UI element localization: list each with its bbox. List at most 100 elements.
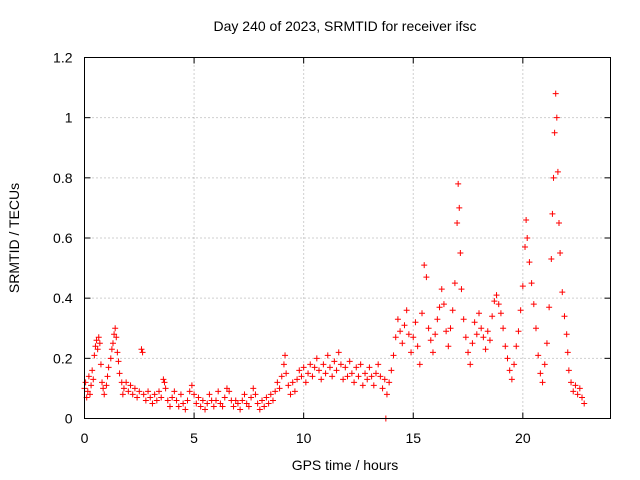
data-point	[324, 352, 331, 359]
data-point	[554, 168, 561, 175]
data-point	[162, 385, 169, 392]
data-point	[383, 391, 390, 398]
data-point	[84, 388, 91, 395]
y-axis-ticks: 0 0.2 0.4 0.6 0.8 1 1.2	[53, 50, 611, 427]
data-point	[230, 403, 237, 410]
data-point	[215, 388, 222, 395]
data-point	[307, 361, 314, 368]
data-point	[579, 394, 586, 401]
data-point	[530, 301, 537, 308]
data-point	[581, 400, 588, 407]
data-point	[217, 400, 224, 407]
data-point	[570, 388, 577, 395]
x-axis-label: GPS time / hours	[292, 457, 399, 473]
data-point	[320, 361, 327, 368]
data-point	[263, 394, 270, 401]
data-point	[92, 343, 99, 350]
data-point	[425, 325, 432, 332]
data-point	[497, 310, 504, 317]
data-point	[543, 340, 550, 347]
data-point	[274, 379, 281, 386]
data-point	[164, 397, 171, 404]
data-point	[515, 328, 522, 335]
data-point	[204, 400, 211, 407]
data-point	[377, 373, 384, 380]
data-point	[541, 361, 548, 368]
data-point	[408, 349, 415, 356]
data-point	[85, 373, 92, 380]
data-point	[316, 367, 323, 374]
data-point	[353, 364, 360, 371]
data-point	[469, 340, 476, 347]
data-point	[107, 355, 114, 362]
data-point	[161, 379, 168, 386]
data-point	[267, 391, 274, 398]
data-point	[423, 274, 430, 281]
data-point	[202, 406, 209, 413]
data-point	[405, 331, 412, 338]
grid-lines	[84, 57, 611, 419]
data-point	[90, 376, 97, 383]
data-point	[335, 349, 342, 356]
data-point	[568, 379, 575, 386]
data-point	[115, 358, 122, 365]
data-point	[539, 379, 546, 386]
data-point	[99, 379, 106, 386]
data-point	[370, 382, 377, 389]
data-point	[462, 334, 469, 341]
data-point	[239, 397, 246, 404]
data-point	[465, 349, 472, 356]
data-point	[362, 370, 369, 377]
data-point	[526, 259, 533, 266]
data-point	[564, 349, 571, 356]
data-point	[563, 331, 570, 338]
data-point	[243, 400, 250, 407]
data-point	[318, 376, 325, 383]
data-point	[184, 397, 191, 404]
data-point	[524, 235, 531, 241]
data-point	[403, 307, 410, 314]
data-point	[565, 367, 572, 374]
data-point	[156, 388, 163, 395]
data-point	[440, 301, 447, 308]
x-tick-label: 10	[296, 430, 312, 446]
data-point	[234, 400, 241, 407]
data-point	[298, 373, 305, 380]
data-point	[331, 358, 338, 365]
data-point	[199, 397, 206, 404]
data-point	[278, 373, 285, 380]
data-point	[269, 397, 276, 404]
data-point	[173, 397, 180, 404]
data-point	[517, 307, 524, 314]
y-tick-label: 0.8	[53, 170, 73, 186]
data-point	[116, 370, 123, 377]
data-point	[456, 204, 463, 211]
data-point	[368, 373, 375, 380]
data-point	[473, 331, 480, 338]
data-point	[394, 316, 401, 323]
data-point	[93, 337, 100, 344]
data-point	[357, 361, 364, 368]
data-point	[386, 379, 393, 386]
data-point	[551, 129, 558, 136]
data-point	[519, 283, 526, 290]
data-point	[89, 367, 96, 374]
data-point	[147, 394, 154, 401]
plot-frame	[84, 57, 611, 419]
data-point	[535, 352, 542, 359]
data-point	[250, 385, 257, 392]
data-point	[313, 355, 320, 362]
data-point	[95, 334, 102, 341]
data-point	[523, 216, 530, 223]
data-point	[410, 334, 417, 341]
data-point	[471, 319, 478, 326]
data-point	[309, 373, 316, 380]
data-point	[506, 367, 513, 374]
data-point	[491, 298, 498, 305]
data-point	[329, 373, 336, 380]
data-point	[272, 388, 279, 395]
data-point	[559, 289, 566, 296]
data-point	[392, 334, 399, 341]
data-point	[572, 382, 579, 389]
data-point	[436, 304, 443, 311]
